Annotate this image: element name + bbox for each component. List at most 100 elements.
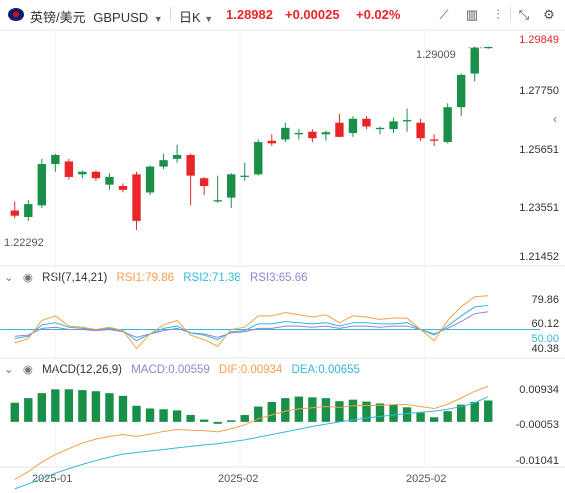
macd-bar xyxy=(172,410,182,422)
fullscreen-icon[interactable]: ⤡ xyxy=(518,7,530,22)
macd-bar xyxy=(416,412,425,422)
macd-bar xyxy=(24,398,33,422)
macd-y-label: -0.00053 xyxy=(515,419,559,431)
macd-bar xyxy=(321,398,331,422)
candle-body xyxy=(470,47,479,74)
rsi1-value: RSI1:79.86 xyxy=(116,272,175,284)
candle-body xyxy=(186,154,195,176)
macd-bar xyxy=(37,393,47,422)
divider xyxy=(510,7,511,22)
candle-body xyxy=(10,210,19,216)
candle-body xyxy=(429,139,439,141)
period-selector[interactable]: 日K ▼ xyxy=(179,7,213,26)
macd-bar xyxy=(240,414,249,422)
candle-body xyxy=(37,164,47,206)
draw-line-icon[interactable]: ⟋ xyxy=(439,7,449,22)
chevron-down-icon: ▼ xyxy=(153,14,163,24)
candle-body xyxy=(267,140,276,144)
chevron-left-icon[interactable]: ‹ xyxy=(553,112,557,126)
y-label: 1.23551 xyxy=(519,202,559,214)
rsi1-line xyxy=(14,295,489,350)
dif-line xyxy=(14,385,489,480)
period-label: 日K xyxy=(179,10,201,25)
macd-bar xyxy=(362,401,371,422)
rsi-y-label-50: 50.00 xyxy=(531,333,559,345)
macd-bar xyxy=(456,404,466,422)
indicator-icon[interactable]: ▥ xyxy=(465,7,479,22)
rsi2-value: RSI2:71.38 xyxy=(183,272,241,284)
candle-body xyxy=(281,127,290,140)
macd-bar xyxy=(389,404,398,422)
eye-icon[interactable]: ◉ xyxy=(22,364,33,376)
candle-body xyxy=(199,178,209,186)
y-label-top: 1.29849 xyxy=(519,34,559,46)
macd-bar xyxy=(159,409,168,422)
candle-body xyxy=(172,154,182,159)
macd-bar xyxy=(118,395,128,422)
macd-bar xyxy=(105,393,114,422)
macd-bar xyxy=(375,403,385,422)
price-change-pct: +0.02% xyxy=(356,7,401,22)
macd-title: MACD(12,26,9) xyxy=(42,364,122,376)
macd-bar xyxy=(470,401,479,422)
macd-bar xyxy=(254,406,263,422)
price-value: 1.28982 xyxy=(226,7,273,22)
macd-bar xyxy=(348,399,358,422)
macd-bar xyxy=(213,421,222,424)
macd-y-label: 0.00934 xyxy=(519,384,559,396)
macd-bar xyxy=(199,419,209,422)
candle-body xyxy=(159,160,168,167)
rsi-y-label: 60.12 xyxy=(531,318,559,330)
candle-body xyxy=(51,154,60,165)
symbol-code: GBPUSD xyxy=(93,10,149,25)
divider xyxy=(170,7,171,22)
high-price-label: 1.29009 xyxy=(416,49,456,61)
symbol-name: 英镑/美元 xyxy=(30,10,86,25)
candle-body xyxy=(240,175,249,177)
macd-header: ⌄ ◉ MACD(12,26,9) MACD:0.00559 DIF:0.009… xyxy=(4,362,366,376)
candle-body xyxy=(132,174,141,221)
rsi-y-label: 40.38 xyxy=(531,343,559,355)
x-label: 2025-02 xyxy=(406,473,447,485)
eye-icon[interactable]: ◉ xyxy=(22,272,33,284)
macd-bar xyxy=(484,400,493,422)
macd-bar xyxy=(308,397,317,422)
macd-y-label: -0.01041 xyxy=(515,455,559,467)
x-label: 2025-02 xyxy=(218,473,259,485)
rsi-y-label: 79.86 xyxy=(531,294,559,306)
macd-bar xyxy=(145,408,155,422)
candle-type-icon[interactable]: ⫶ xyxy=(496,7,500,22)
macd-bar xyxy=(267,401,276,422)
candle-body xyxy=(24,204,33,217)
candle-body xyxy=(308,131,317,139)
macd-bar xyxy=(294,396,304,422)
candle-body xyxy=(375,127,385,130)
macd-bar xyxy=(227,420,236,422)
candle-body xyxy=(294,133,304,135)
macd-bar xyxy=(335,401,344,422)
symbol-selector[interactable]: 英镑/美元 GBPUSD ▼ xyxy=(30,7,163,26)
collapse-chevron-icon[interactable]: ⌄ xyxy=(4,272,14,284)
candle-body xyxy=(254,142,263,175)
toolbar: 英镑/美元 GBPUSD ▼ 日K ▼ 1.28982 +0.00025 +0.… xyxy=(0,0,565,30)
candle-body xyxy=(335,122,344,137)
collapse-chevron-icon[interactable]: ⌄ xyxy=(4,364,14,376)
macd-bar xyxy=(402,407,412,422)
candle-body xyxy=(64,161,74,177)
macd-bar xyxy=(132,405,141,422)
settings-icon[interactable]: ⚙ xyxy=(543,7,555,22)
macd-bar xyxy=(443,411,452,422)
rsi3-value: RSI3:65.66 xyxy=(250,272,308,284)
candle-body xyxy=(456,74,466,108)
dif-value: DIF:0.00934 xyxy=(219,364,283,376)
candle-body xyxy=(348,118,358,134)
y-label: 1.27750 xyxy=(519,85,559,97)
candle-body xyxy=(145,166,155,193)
y-label: 1.21452 xyxy=(519,251,559,263)
y-label: 1.25651 xyxy=(519,144,559,156)
candle-body xyxy=(362,118,371,127)
macd-bar xyxy=(429,417,439,422)
x-label: 2025-01 xyxy=(32,473,73,485)
price-change: +0.00025 xyxy=(285,7,340,22)
